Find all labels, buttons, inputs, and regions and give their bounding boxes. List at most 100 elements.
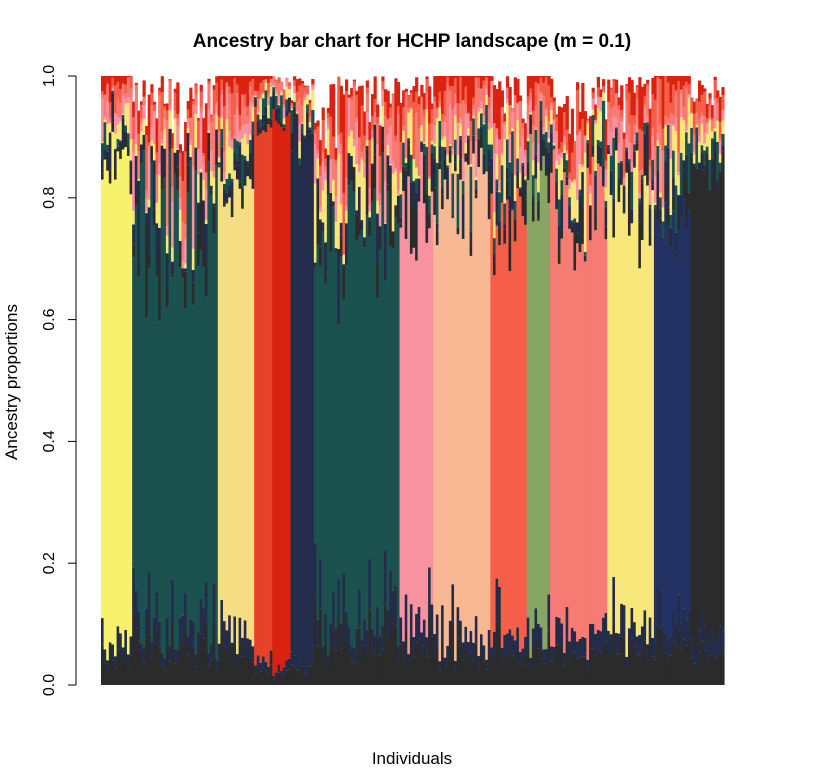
bar-segment bbox=[254, 96, 258, 99]
bar-segment bbox=[503, 203, 507, 225]
bar-segment bbox=[643, 104, 647, 109]
bar-segment bbox=[150, 641, 154, 659]
bar-segment bbox=[451, 86, 455, 110]
bar-segment bbox=[609, 87, 613, 89]
bar-segment bbox=[534, 76, 538, 83]
bar-segment bbox=[547, 121, 551, 131]
bar-segment bbox=[126, 147, 131, 153]
bar-segment bbox=[687, 639, 691, 685]
bar-segment bbox=[342, 617, 346, 685]
bar-segment bbox=[607, 149, 611, 151]
bar-segment bbox=[261, 130, 266, 657]
bar-segment bbox=[443, 158, 447, 180]
chart-title: Ancestry bar chart for HCHP landscape (m… bbox=[193, 31, 631, 52]
bar-segment bbox=[428, 178, 432, 196]
bar-segment bbox=[215, 104, 219, 115]
bar-segment bbox=[191, 270, 196, 283]
bar-segment bbox=[698, 630, 702, 653]
bar-segment bbox=[181, 615, 185, 644]
bar-segment bbox=[126, 97, 131, 104]
bar-segment bbox=[443, 116, 447, 123]
bar-segment bbox=[591, 156, 595, 624]
bar-segment bbox=[425, 637, 429, 657]
bar-segment bbox=[526, 137, 530, 142]
bar-segment bbox=[391, 590, 395, 629]
bar-segment bbox=[417, 178, 421, 180]
bar-segment bbox=[576, 243, 580, 642]
bar-segment bbox=[142, 119, 146, 135]
bar-segment bbox=[469, 121, 473, 141]
bar-segment bbox=[277, 83, 281, 96]
bar-segment bbox=[464, 113, 468, 143]
bar-segment bbox=[113, 150, 118, 169]
bar-segment bbox=[137, 640, 141, 685]
bar-segment bbox=[355, 122, 359, 165]
bar-segment bbox=[531, 651, 536, 685]
bar-segment bbox=[627, 628, 632, 651]
bar-segment bbox=[404, 187, 408, 239]
bar-segment bbox=[454, 162, 458, 172]
bar-segment bbox=[565, 129, 569, 151]
bar-segment bbox=[394, 213, 398, 217]
bar-segment bbox=[124, 147, 128, 630]
bar-segment bbox=[560, 648, 564, 685]
bar-segment bbox=[111, 660, 115, 685]
bar-segment bbox=[669, 247, 673, 636]
bar-segment bbox=[492, 123, 497, 154]
bar-segment bbox=[363, 135, 367, 148]
bar-segment bbox=[602, 617, 606, 645]
bar-segment bbox=[557, 617, 562, 645]
bar-segment bbox=[620, 85, 624, 111]
bar-segment bbox=[272, 90, 276, 101]
bar-segment bbox=[552, 662, 556, 685]
bar-segment bbox=[583, 258, 588, 262]
bar-segment bbox=[708, 636, 712, 656]
bar-segment bbox=[482, 123, 486, 125]
bar-segment bbox=[396, 114, 401, 191]
bar-segment bbox=[620, 182, 624, 185]
bar-segment bbox=[350, 661, 354, 685]
bar-segment bbox=[285, 116, 289, 118]
bar-segment bbox=[573, 222, 577, 236]
bar-segment bbox=[594, 633, 598, 655]
bar-segment bbox=[495, 578, 499, 622]
bar-segment bbox=[487, 149, 491, 165]
bar-segment bbox=[248, 86, 253, 101]
bar-segment bbox=[648, 644, 652, 685]
bar-segment bbox=[503, 243, 507, 635]
bar-segment bbox=[539, 168, 543, 171]
bar-segment bbox=[596, 160, 600, 164]
bar-segment bbox=[573, 270, 577, 632]
bar-segment bbox=[705, 146, 710, 153]
bar-segment bbox=[129, 161, 133, 179]
bar-segment bbox=[306, 95, 310, 105]
bar-segment bbox=[713, 141, 717, 151]
bar-segment bbox=[409, 182, 414, 207]
bar-segment bbox=[152, 104, 157, 112]
bar-segment bbox=[552, 148, 556, 150]
bar-segment bbox=[602, 92, 606, 101]
bar-segment bbox=[233, 616, 237, 644]
bar-segment bbox=[448, 620, 453, 647]
bar-segment bbox=[158, 227, 162, 246]
bar-segment bbox=[467, 164, 471, 642]
y-tick-label: 0.4 bbox=[41, 430, 58, 452]
bar-segment bbox=[656, 133, 660, 141]
bar-segment bbox=[661, 207, 665, 222]
bar-segment bbox=[526, 104, 530, 120]
bar-segment bbox=[708, 120, 712, 160]
bar-segment bbox=[345, 177, 349, 206]
bar-segment bbox=[191, 166, 196, 249]
bar-segment bbox=[204, 581, 209, 623]
bar-segment bbox=[152, 617, 157, 645]
bar-segment bbox=[508, 135, 512, 162]
bar-segment bbox=[422, 645, 427, 685]
bar-segment bbox=[583, 656, 588, 685]
bar-segment bbox=[635, 132, 639, 141]
bar-segment bbox=[178, 252, 183, 268]
bar-segment bbox=[456, 227, 460, 235]
bar-segment bbox=[199, 107, 203, 114]
bar-segment bbox=[365, 80, 369, 88]
bar-segment bbox=[186, 164, 190, 193]
bar-segment bbox=[168, 81, 172, 106]
